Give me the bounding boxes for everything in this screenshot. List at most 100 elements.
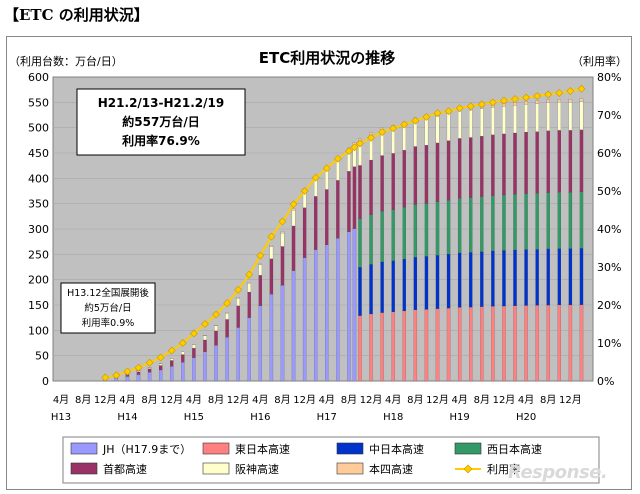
bar-segment bbox=[446, 253, 451, 309]
bar-segment bbox=[557, 304, 561, 382]
bar-segment bbox=[358, 267, 362, 316]
bar-stack bbox=[457, 108, 462, 382]
bar-segment bbox=[524, 101, 528, 105]
bar-segment bbox=[524, 193, 528, 250]
etc-usage-chart: ETC利用状況の推移 （利用台数：万台/日） （利用率） 0 50 100 150 20… bbox=[9, 49, 627, 484]
bar-segment bbox=[225, 337, 229, 382]
bar-stack bbox=[225, 312, 229, 382]
usage-rate-point bbox=[488, 98, 497, 107]
legend-item: 東日本高速 bbox=[202, 442, 290, 456]
y-tick-label: 550 bbox=[28, 96, 49, 109]
bar-segment bbox=[280, 231, 285, 234]
bar-segment bbox=[181, 362, 185, 382]
x-tick-label: 12月 bbox=[493, 394, 516, 406]
bar-segment bbox=[435, 255, 440, 309]
bar-segment bbox=[557, 102, 561, 131]
bar-segment bbox=[314, 249, 318, 382]
bar-segment bbox=[214, 330, 218, 346]
bar-stack bbox=[524, 101, 528, 382]
y-tick-label: 500 bbox=[28, 122, 49, 135]
bar-segment bbox=[491, 107, 495, 135]
bar-segment bbox=[568, 130, 573, 193]
bar-stack bbox=[158, 363, 163, 382]
bar-segment bbox=[225, 319, 229, 338]
bar-segment bbox=[247, 283, 251, 293]
bar-segment bbox=[325, 244, 329, 382]
bar-segment bbox=[413, 204, 418, 258]
usage-rate-point bbox=[267, 232, 276, 241]
bar-stack bbox=[469, 107, 473, 382]
usage-rate-point bbox=[544, 90, 553, 99]
usage-rate-point bbox=[212, 310, 220, 319]
bar-segment bbox=[480, 136, 484, 197]
usage-rate-point bbox=[477, 100, 486, 109]
legend-item: JH（H17.9まで） bbox=[70, 442, 191, 456]
y-tick-label: 300 bbox=[28, 223, 49, 236]
bar-stack bbox=[147, 367, 152, 382]
bar-segment bbox=[402, 310, 406, 382]
bar-segment bbox=[302, 207, 307, 258]
bar-segment bbox=[480, 251, 484, 307]
x-tick-label: 8月 bbox=[75, 394, 91, 406]
usage-rate-point bbox=[311, 173, 320, 182]
bar-segment bbox=[181, 354, 185, 363]
legend-swatch bbox=[336, 442, 364, 455]
y-tick-label: 350 bbox=[28, 198, 49, 211]
bar-segment bbox=[457, 198, 462, 253]
bar-segment bbox=[446, 199, 451, 255]
watermark-logo: Response. bbox=[508, 462, 608, 483]
bar-stack bbox=[369, 132, 373, 382]
usage-rate-point bbox=[178, 339, 187, 347]
bar-segment bbox=[314, 196, 318, 250]
legend-swatch bbox=[202, 442, 230, 455]
bar-segment bbox=[524, 249, 528, 306]
usage-rate-point bbox=[256, 251, 265, 260]
bar-segment bbox=[535, 131, 539, 194]
bar-segment bbox=[170, 358, 174, 361]
bar-segment bbox=[402, 150, 406, 208]
bar-segment bbox=[291, 225, 296, 271]
legend-label: 西日本高速 bbox=[487, 442, 542, 456]
y-tick-label: 600 bbox=[28, 71, 49, 84]
bar-stack bbox=[325, 168, 329, 382]
bar-segment bbox=[557, 192, 561, 249]
bar-segment bbox=[480, 196, 484, 252]
usage-rate-point bbox=[300, 187, 309, 195]
bar-segment bbox=[424, 309, 429, 382]
start-annotation-line: 約5万台/日 bbox=[84, 302, 131, 314]
legend-item: 本四高速 bbox=[336, 462, 413, 476]
usage-rate-point bbox=[344, 147, 353, 156]
bar-stack bbox=[502, 103, 506, 382]
bar-segment bbox=[579, 248, 584, 305]
bar-segment bbox=[325, 189, 329, 245]
bar-segment bbox=[568, 304, 573, 382]
bar-segment bbox=[336, 238, 340, 382]
bar-segment bbox=[413, 309, 418, 382]
bar-segment bbox=[413, 146, 418, 205]
y-axis-label: （利用台数：万台/日） bbox=[9, 54, 123, 68]
usage-rate-point bbox=[500, 96, 508, 105]
bar-stack bbox=[247, 282, 251, 382]
y2-tick-label: 10% bbox=[597, 337, 621, 350]
bar-stack bbox=[258, 263, 263, 382]
bar-stack bbox=[347, 147, 351, 382]
usage-rate-point bbox=[245, 270, 254, 279]
legend-swatch bbox=[336, 462, 364, 475]
bar-segment bbox=[524, 132, 528, 194]
usage-rate-point bbox=[433, 109, 442, 118]
bar-segment bbox=[336, 160, 340, 181]
bar-segment bbox=[203, 339, 207, 352]
bar-segment bbox=[568, 102, 573, 131]
bar-segment bbox=[469, 137, 473, 198]
bar-segment bbox=[358, 218, 362, 268]
chart-frame: ETC利用状況の推移 （利用台数：万台/日） （利用率） 0 50 100 150 20… bbox=[6, 36, 632, 490]
bar-segment bbox=[502, 250, 506, 307]
bar-segment bbox=[446, 140, 451, 201]
bar-segment bbox=[535, 103, 539, 132]
bar-segment bbox=[513, 132, 517, 195]
bar-stack bbox=[291, 208, 296, 382]
bar-segment bbox=[491, 306, 495, 382]
bar-stack bbox=[513, 102, 517, 382]
bar-segment bbox=[258, 264, 263, 276]
usage-rate-point bbox=[101, 373, 110, 382]
